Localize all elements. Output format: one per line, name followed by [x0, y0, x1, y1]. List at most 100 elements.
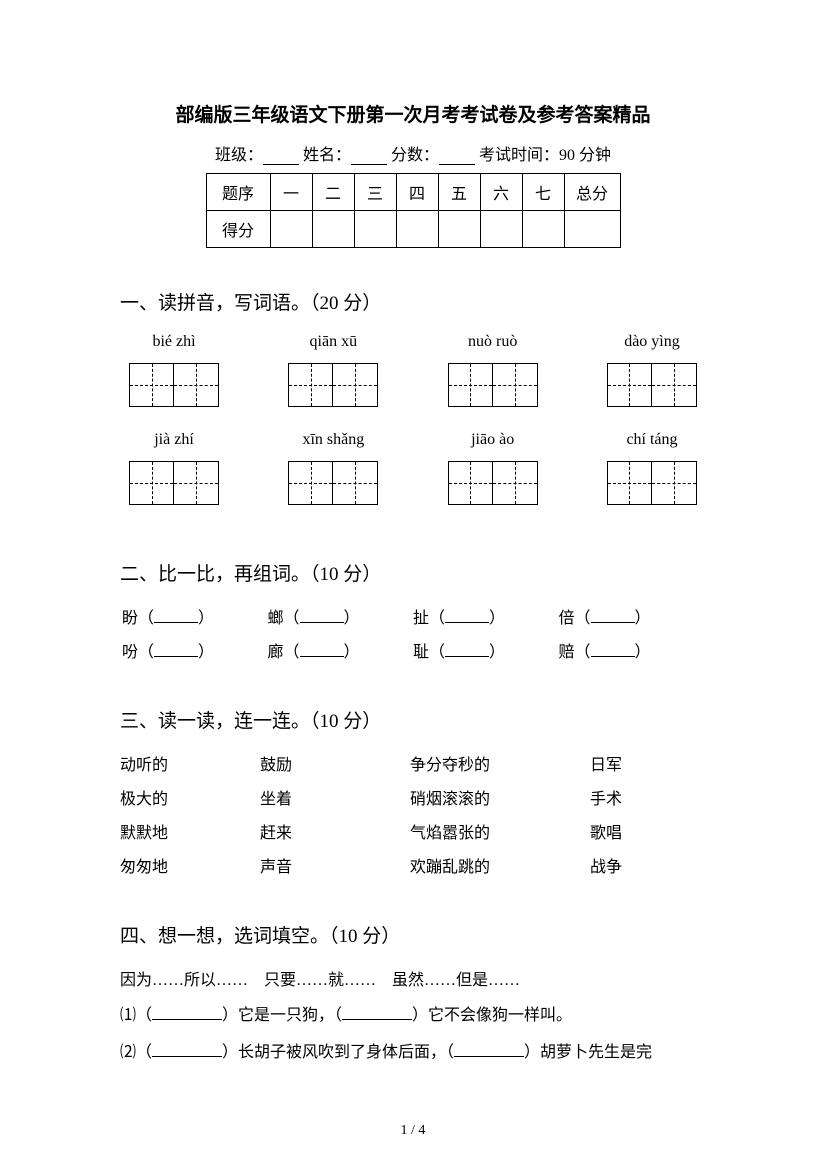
- match-item: 争分夺秒的: [410, 751, 590, 775]
- pinyin-label: jiāo ào: [443, 431, 543, 449]
- header-info: 班级： 姓名： 分数： 考试时间：90 分钟: [120, 141, 706, 165]
- tianzige-row: [120, 461, 706, 509]
- pinyin-label: bié zhì: [124, 333, 224, 351]
- char: 廊: [268, 644, 284, 661]
- tianzige-box[interactable]: [288, 461, 378, 505]
- char: 耻: [413, 644, 429, 661]
- pinyin-label: nuò ruò: [443, 333, 543, 351]
- score-header-cell: 四: [396, 174, 438, 211]
- page-number: 1 / 4: [0, 1123, 826, 1139]
- pinyin-label-row: jià zhí xīn shǎng jiāo ào chí táng: [120, 431, 706, 455]
- match-block: 动听的 鼓励 争分夺秒的 日军 极大的 坐着 硝烟滚滚的 手术 默默地 赶来 气…: [120, 751, 706, 877]
- compare-row: 盼（） 螂（） 扯（） 倍（）: [120, 604, 706, 628]
- word-blank[interactable]: [300, 642, 344, 657]
- name-blank[interactable]: [351, 147, 387, 165]
- tianzige-box[interactable]: [448, 461, 538, 505]
- match-item: 鼓励: [260, 751, 410, 775]
- match-item: 赶来: [260, 819, 410, 843]
- pinyin-label: jià zhí: [124, 431, 224, 449]
- score-header-cell: 六: [480, 174, 522, 211]
- fill-blank[interactable]: [342, 1005, 412, 1020]
- score-cell[interactable]: [354, 211, 396, 248]
- doc-title: 部编版三年级语文下册第一次月考考试卷及参考答案精品: [120, 100, 706, 127]
- char: 盼: [122, 610, 138, 627]
- match-item: 手术: [590, 785, 670, 809]
- pinyin-label: chí táng: [602, 431, 702, 449]
- match-item: 声音: [260, 853, 410, 877]
- q-text: ）它不会像狗一样叫。: [412, 1007, 572, 1024]
- q-text: ）胡萝卜先生是完: [524, 1044, 652, 1061]
- match-item: 日军: [590, 751, 670, 775]
- word-blank[interactable]: [591, 642, 635, 657]
- word-blank[interactable]: [300, 608, 344, 623]
- match-item: 默默地: [120, 819, 260, 843]
- score-cell[interactable]: [396, 211, 438, 248]
- section1-heading: 一、读拼音，写词语。（20 分）: [120, 288, 706, 315]
- section2-heading: 二、比一比，再组词。（10 分）: [120, 559, 706, 586]
- tianzige-row: [120, 363, 706, 411]
- q-text: ⑴（: [120, 1007, 152, 1024]
- score-cell[interactable]: [312, 211, 354, 248]
- score-table: 题序 一 二 三 四 五 六 七 总分 得分: [206, 173, 621, 248]
- match-item: 战争: [590, 853, 670, 877]
- fill-blank[interactable]: [152, 1042, 222, 1057]
- char: 倍: [559, 610, 575, 627]
- q-text: ）长胡子被风吹到了身体后面，（: [222, 1044, 454, 1061]
- score-row-label: 得分: [206, 211, 270, 248]
- q-text: ）它是一只狗，（: [222, 1007, 342, 1024]
- score-cell[interactable]: [564, 211, 620, 248]
- score-blank[interactable]: [439, 147, 475, 165]
- tianzige-box[interactable]: [607, 363, 697, 407]
- match-item: 欢蹦乱跳的: [410, 853, 590, 877]
- pinyin-label-row: bié zhì qiān xū nuò ruò dào yìng: [120, 333, 706, 357]
- name-label: 姓名：: [303, 147, 351, 164]
- section3-heading: 三、读一读，连一连。（10 分）: [120, 706, 706, 733]
- fill-blank[interactable]: [152, 1005, 222, 1020]
- match-item: 气焰嚣张的: [410, 819, 590, 843]
- compare-row: 吩（） 廊（） 耻（） 赔（）: [120, 638, 706, 662]
- pinyin-label: dào yìng: [602, 333, 702, 351]
- class-label: 班级：: [215, 147, 263, 164]
- score-header-cell: 题序: [206, 174, 270, 211]
- score-cell[interactable]: [438, 211, 480, 248]
- score-header-cell: 五: [438, 174, 480, 211]
- word-blank[interactable]: [154, 608, 198, 623]
- pinyin-label: xīn shǎng: [283, 431, 383, 449]
- score-header-cell: 七: [522, 174, 564, 211]
- class-blank[interactable]: [263, 147, 299, 165]
- score-header-cell: 一: [270, 174, 312, 211]
- word-blank[interactable]: [154, 642, 198, 657]
- tianzige-box[interactable]: [288, 363, 378, 407]
- pinyin-label: qiān xū: [283, 333, 383, 351]
- tianzige-box[interactable]: [129, 461, 219, 505]
- fill-blank[interactable]: [454, 1042, 524, 1057]
- match-item: 极大的: [120, 785, 260, 809]
- score-cell[interactable]: [270, 211, 312, 248]
- conj-options: 因为……所以…… 只要……就…… 虽然……但是……: [120, 966, 706, 990]
- score-header-cell: 总分: [564, 174, 620, 211]
- tianzige-box[interactable]: [448, 363, 538, 407]
- word-blank[interactable]: [591, 608, 635, 623]
- time-label: 考试时间：90 分钟: [479, 147, 611, 164]
- char: 螂: [268, 610, 284, 627]
- match-item: 歌唱: [590, 819, 670, 843]
- question-line: ⑵（ ）长胡子被风吹到了身体后面，（ ）胡萝卜先生是完: [120, 1039, 706, 1066]
- score-header-cell: 三: [354, 174, 396, 211]
- char: 扯: [413, 610, 429, 627]
- tianzige-box[interactable]: [129, 363, 219, 407]
- char: 吩: [122, 644, 138, 661]
- char: 赔: [559, 644, 575, 661]
- match-item: 动听的: [120, 751, 260, 775]
- word-blank[interactable]: [445, 608, 489, 623]
- score-label: 分数：: [391, 147, 439, 164]
- tianzige-box[interactable]: [607, 461, 697, 505]
- score-cell[interactable]: [480, 211, 522, 248]
- section4-heading: 四、想一想，选词填空。（10 分）: [120, 921, 706, 948]
- q-text: ⑵（: [120, 1044, 152, 1061]
- match-item: 坐着: [260, 785, 410, 809]
- word-blank[interactable]: [445, 642, 489, 657]
- question-line: ⑴（ ）它是一只狗，（ ）它不会像狗一样叫。: [120, 1002, 706, 1029]
- match-item: 硝烟滚滚的: [410, 785, 590, 809]
- score-header-cell: 二: [312, 174, 354, 211]
- score-cell[interactable]: [522, 211, 564, 248]
